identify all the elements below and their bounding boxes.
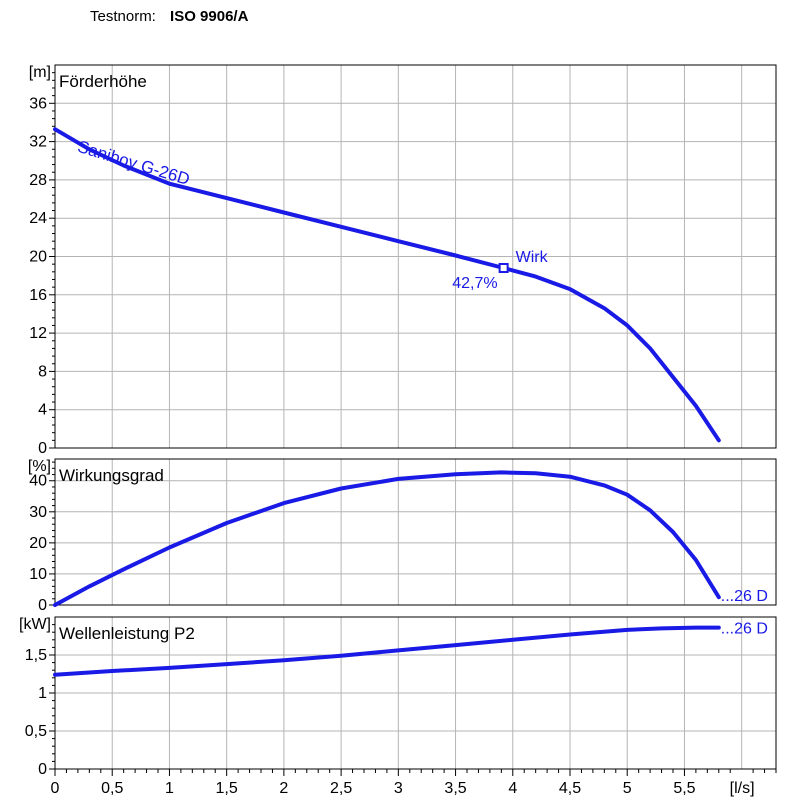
y-tick-label: 30 xyxy=(29,504,47,521)
y-unit-label: [m] xyxy=(29,64,51,81)
operating-point-marker xyxy=(498,262,509,273)
x-tick-label: 5,5 xyxy=(673,780,695,797)
y-tick-label: 20 xyxy=(29,249,47,266)
curve-label: Saniboy G-26D xyxy=(75,137,192,189)
y-tick-label: 1 xyxy=(38,685,47,702)
panel-title: Wellenleistung P2 xyxy=(59,624,195,643)
x-tick-label: 5 xyxy=(623,780,632,797)
panel-frame xyxy=(54,616,777,770)
x-tick-label: 4 xyxy=(508,780,517,797)
y-tick-label: 12 xyxy=(29,325,47,342)
test-standard-label: Testnorm: xyxy=(90,8,156,25)
x-tick-label: 3 xyxy=(394,780,403,797)
y-tick-label: 40 xyxy=(29,473,47,490)
x-tick-label: 0 xyxy=(51,780,60,797)
series-line xyxy=(53,470,721,607)
y-tick-label: 0 xyxy=(38,440,47,457)
y-tick-label: 1,5 xyxy=(25,647,47,664)
panel-title: Wirkungsgrad xyxy=(59,466,164,485)
operating-point-efficiency: 42,7% xyxy=(452,275,497,292)
panel-title: Förderhöhe xyxy=(59,72,147,91)
series-end-label: ...26 D xyxy=(721,621,768,638)
x-tick-label: 2,5 xyxy=(330,780,352,797)
y-tick-label: 16 xyxy=(29,287,47,304)
y-tick-label: 36 xyxy=(29,95,47,112)
x-tick-label: 3,5 xyxy=(444,780,466,797)
test-standard-value: ISO 9906/A xyxy=(170,8,249,25)
y-tick-label: 24 xyxy=(29,210,47,227)
series-line xyxy=(53,127,721,443)
panel-frame xyxy=(54,458,777,606)
test-standard-header: Testnorm: ISO 9906/A xyxy=(90,8,248,25)
y-tick-label: 0 xyxy=(38,597,47,614)
x-tick-label: 1,5 xyxy=(216,780,238,797)
series-end-label: ...26 D xyxy=(721,588,768,605)
y-tick-label: 4 xyxy=(38,402,47,419)
y-tick-label: 8 xyxy=(38,363,47,380)
x-tick-label: 2 xyxy=(279,780,288,797)
y-unit-label: [kW] xyxy=(19,616,51,633)
y-tick-label: 20 xyxy=(29,535,47,552)
y-tick-label: 0 xyxy=(38,761,47,778)
x-unit-label: [l/s] xyxy=(730,780,755,797)
x-tick-label: 0,5 xyxy=(101,780,123,797)
x-tick-label: 4,5 xyxy=(559,780,581,797)
y-tick-label: 0,5 xyxy=(25,723,47,740)
series-line xyxy=(53,625,721,677)
y-tick-label: 32 xyxy=(29,134,47,151)
panel-frame xyxy=(54,64,777,449)
y-tick-label: 28 xyxy=(29,172,47,189)
y-unit-label: [%] xyxy=(28,458,51,475)
operating-point-label: Wirk xyxy=(516,249,549,266)
y-tick-label: 10 xyxy=(29,566,47,583)
x-tick-label: 1 xyxy=(165,780,174,797)
